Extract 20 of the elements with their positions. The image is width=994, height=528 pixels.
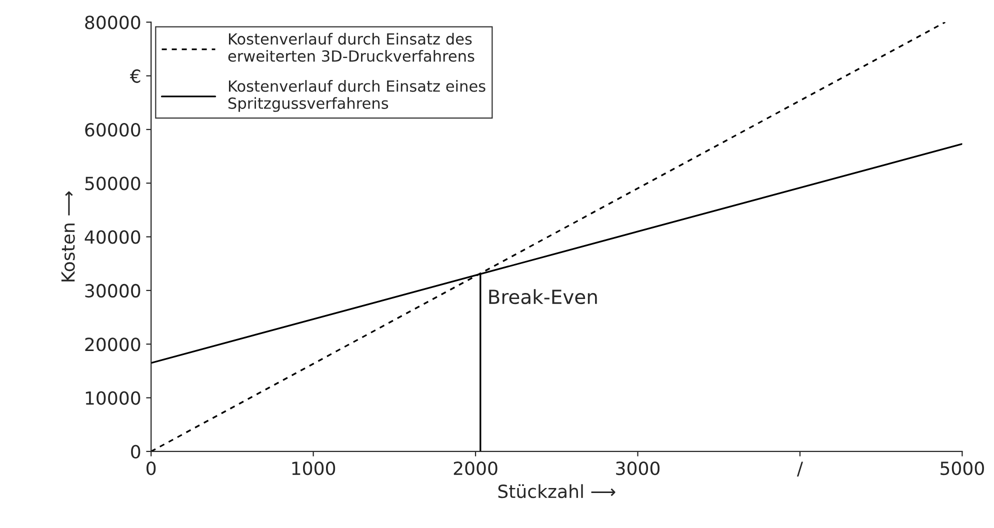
x-axis-title: Stückzahl ⟶ bbox=[498, 484, 616, 498]
annotation: Break-Even bbox=[489, 289, 597, 304]
y-tick-label: 0 bbox=[131, 444, 140, 459]
y-tick-label: 50000 bbox=[85, 176, 140, 190]
x-tick-label: 2000 bbox=[454, 461, 498, 476]
y-tick-label: 10000 bbox=[86, 391, 140, 405]
y-tick-label: € bbox=[130, 69, 140, 83]
legend-label: Kostenverlauf durch Einsatz des erweiterten 3D-Druckverfahrens bbox=[228, 32, 474, 62]
y-tick-label: 30000 bbox=[85, 284, 140, 298]
legend-label: Kostenverlauf durch Einsatz eines Spritzgussverfahrens bbox=[228, 80, 486, 112]
x-tick-label: 1000 bbox=[292, 461, 336, 476]
y-tick-label: 80000 bbox=[85, 16, 140, 30]
x-tick-label: 3000 bbox=[616, 461, 660, 476]
y-tick-label: 60000 bbox=[85, 122, 140, 137]
x-tick-label: / bbox=[796, 462, 804, 477]
y-tick-label: 20000 bbox=[85, 338, 140, 352]
y-tick-label: 40000 bbox=[84, 230, 140, 244]
y-axis-title: Kosten ⟶ bbox=[61, 191, 75, 282]
x-tick-label: 5000 bbox=[940, 461, 984, 476]
x-tick-label: 0 bbox=[146, 461, 156, 476]
